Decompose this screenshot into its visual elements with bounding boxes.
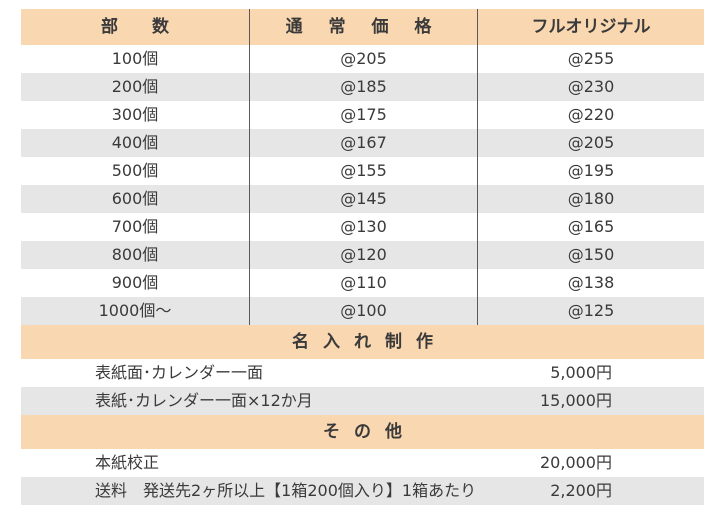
quantity-cell: 900個 bbox=[111, 273, 159, 292]
naire-price: 15,000円 bbox=[540, 391, 612, 410]
full-original-price-cell: @165 bbox=[477, 213, 704, 241]
sonota-price: 20,000円 bbox=[540, 453, 612, 472]
naire-row: 表紙･カレンダー一面×12か月 15,000円 bbox=[21, 387, 704, 415]
normal-price-cell: @120 bbox=[249, 241, 477, 269]
table-row: 900個 @110 @138 bbox=[21, 269, 704, 297]
section-naire-title: 名入れ制作 bbox=[21, 325, 704, 359]
full-original-price-cell: @180 bbox=[477, 185, 704, 213]
naire-price: 5,000円 bbox=[550, 363, 612, 382]
quantity-cell: 600個 bbox=[111, 189, 159, 208]
normal-price-cell: @110 bbox=[249, 269, 477, 297]
sonota-row: 本紙校正 20,000円 bbox=[21, 449, 704, 477]
quantity-cell: 400個 bbox=[111, 133, 159, 152]
price-table: 部 数 通 常 価 格 フルオリジナル 100個 @205 @255 200個 @185… bbox=[21, 9, 704, 505]
normal-price-cell: @130 bbox=[249, 213, 477, 241]
table-row: 700個 @130 @165 bbox=[21, 213, 704, 241]
table-row: 100個 @205 @255 bbox=[21, 45, 704, 73]
full-original-price-cell: @255 bbox=[477, 45, 704, 73]
full-original-price-cell: @150 bbox=[477, 241, 704, 269]
table-row: 300個 @175 @220 bbox=[21, 101, 704, 129]
section-sonota-title: その他 bbox=[21, 415, 704, 449]
normal-price-cell: @167 bbox=[249, 129, 477, 157]
table-row: 400個 @167 @205 bbox=[21, 129, 704, 157]
full-original-price-cell: @195 bbox=[477, 157, 704, 185]
normal-price-cell: @175 bbox=[249, 101, 477, 129]
quantity-cell: 100個 bbox=[111, 49, 159, 68]
table-row: 500個 @155 @195 bbox=[21, 157, 704, 185]
quantity-cell: 300個 bbox=[111, 105, 159, 124]
naire-label: 表紙面･カレンダー一面 bbox=[95, 363, 264, 382]
sonota-label: 本紙校正 bbox=[95, 453, 160, 472]
naire-label: 表紙･カレンダー一面×12か月 bbox=[95, 391, 313, 410]
normal-price-cell: @155 bbox=[249, 157, 477, 185]
full-original-price-cell: @205 bbox=[477, 129, 704, 157]
table-row: 600個 @145 @180 bbox=[21, 185, 704, 213]
sonota-price: 2,200円 bbox=[550, 481, 612, 500]
quantity-cell: 800個 bbox=[111, 245, 159, 264]
naire-row: 表紙面･カレンダー一面 5,000円 bbox=[21, 359, 704, 387]
normal-price-cell: @205 bbox=[249, 45, 477, 73]
table-header: 部 数 通 常 価 格 フルオリジナル bbox=[21, 9, 704, 45]
normal-price-cell: @145 bbox=[249, 185, 477, 213]
normal-price-cell: @100 bbox=[249, 297, 477, 325]
sonota-row: 送料 発送先2ヶ所以上【1箱200個入り】1箱あたり 2,200円 bbox=[21, 477, 704, 505]
full-original-price-cell: @125 bbox=[477, 297, 704, 325]
table-row: 800個 @120 @150 bbox=[21, 241, 704, 269]
quantity-cell: 200個 bbox=[111, 77, 159, 96]
full-original-price-cell: @220 bbox=[477, 101, 704, 129]
header-normal-price-label: 通 常 価 格 bbox=[285, 17, 442, 37]
quantity-cell: 1000個〜 bbox=[98, 301, 172, 320]
table-body: 100個 @205 @255 200個 @185 @230 300個 @175 @220 400個… bbox=[21, 45, 704, 325]
quantity-cell: 500個 bbox=[111, 161, 159, 180]
full-original-price-cell: @138 bbox=[477, 269, 704, 297]
header-normal-price: 通 常 価 格 bbox=[249, 9, 477, 45]
header-quantity: 部 数 bbox=[101, 17, 169, 37]
normal-price-cell: @185 bbox=[249, 73, 477, 101]
full-original-price-cell: @230 bbox=[477, 73, 704, 101]
table-row: 1000個〜 @100 @125 bbox=[21, 297, 704, 325]
quantity-cell: 700個 bbox=[111, 217, 159, 236]
header-full-original: フルオリジナル bbox=[477, 9, 704, 45]
table-row: 200個 @185 @230 bbox=[21, 73, 704, 101]
sonota-label: 送料 発送先2ヶ所以上【1箱200個入り】1箱あたり bbox=[95, 481, 477, 500]
